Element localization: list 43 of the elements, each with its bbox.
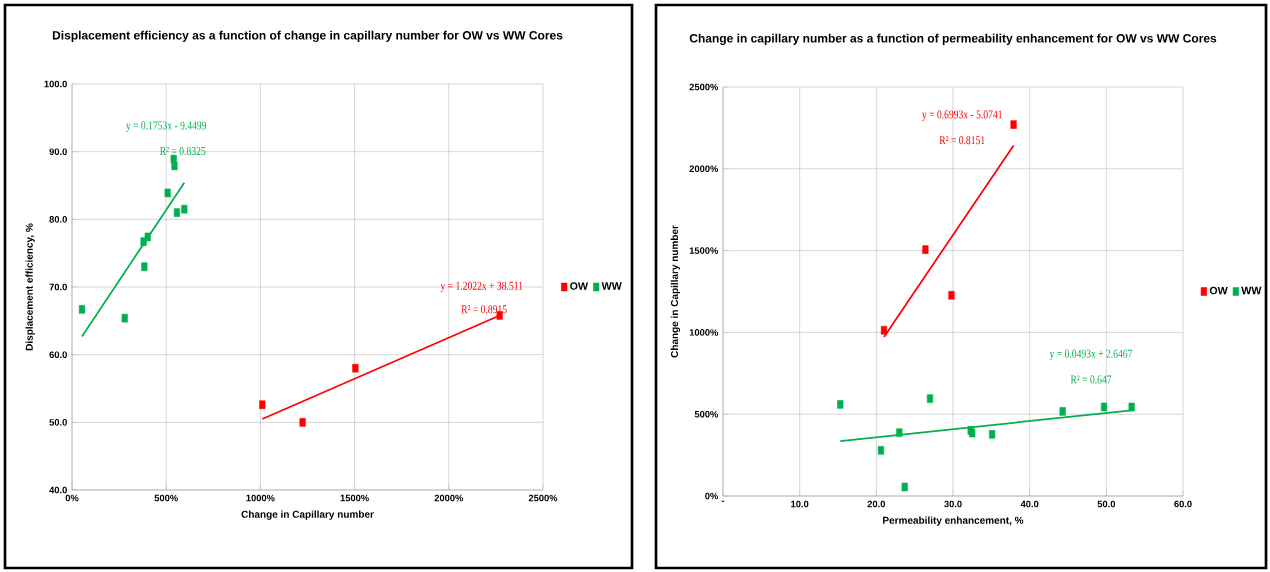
x-tick-label: 30.0 <box>944 500 962 508</box>
x-tick-label: 40.0 <box>1020 500 1039 508</box>
y-tick-label: 2500% <box>689 83 719 91</box>
x-tick-label: 20.0 <box>867 500 886 508</box>
annotation: R² = 0.8325 <box>160 146 206 156</box>
x-tick-label: 60.0 <box>1174 500 1192 508</box>
y-tick-label: 90.0 <box>49 148 67 155</box>
y-tick-label: 70.0 <box>49 283 67 291</box>
legend-label: OW <box>570 282 589 290</box>
x-tick-label: 50.0 <box>1097 500 1116 508</box>
y-tick-label: 60.0 <box>49 351 67 358</box>
annotation: y = 1.2022x + 38.511 <box>440 281 523 293</box>
annotation: y = 0.6993x - 5.0741 <box>922 110 1002 121</box>
annotation: y = 0.0493x + 2.6467 <box>1049 349 1133 361</box>
annotation: R² = 0.8915 <box>461 305 507 314</box>
x-axis-title: Change in Capillary number <box>241 510 374 520</box>
legend-label: OW <box>1209 286 1228 295</box>
y-tick-label: 2000% <box>689 165 719 173</box>
y-tick-label: 50.0 <box>49 419 67 426</box>
annotation: R² = 0.647 <box>1070 375 1112 384</box>
x-tick-label: 500% <box>154 494 178 502</box>
x-tick-label: 2000% <box>434 494 464 502</box>
annotation: R² = 0.8151 <box>939 136 985 145</box>
y-tick-label: 100.0 <box>44 80 67 88</box>
y-tick-label: 1000% <box>689 329 719 336</box>
legend-label: WW <box>601 282 622 290</box>
x-axis-title: Permeability enhancement, % <box>883 516 1024 526</box>
annotation: y = 0.1753x - 9.4499 <box>126 121 207 132</box>
y-axis-title: Displacement efficiency, % <box>25 223 35 351</box>
y-tick-label: 500% <box>694 410 719 418</box>
x-tick-label: - <box>721 500 725 502</box>
chart-title: Displacement efficiency as a function of change in capillary number for OW vs WW Cores <box>52 30 563 42</box>
y-axis-title: Change in Capillary number <box>670 225 681 358</box>
x-tick-label: 2500% <box>528 494 558 502</box>
y-tick-label: 80.0 <box>49 216 67 223</box>
chart-title: Change in capillary number as a function of permeability enhancement for OW vs WW Cores <box>689 33 1217 45</box>
y-tick-label: 40.0 <box>49 486 67 494</box>
x-tick-label: 0% <box>65 494 79 502</box>
x-tick-label: 1000% <box>246 494 275 502</box>
legend-label: WW <box>1241 286 1262 295</box>
x-tick-label: 1500% <box>340 494 369 502</box>
x-tick-label: 10.0 <box>791 500 809 508</box>
y-tick-label: 1500% <box>689 247 719 254</box>
